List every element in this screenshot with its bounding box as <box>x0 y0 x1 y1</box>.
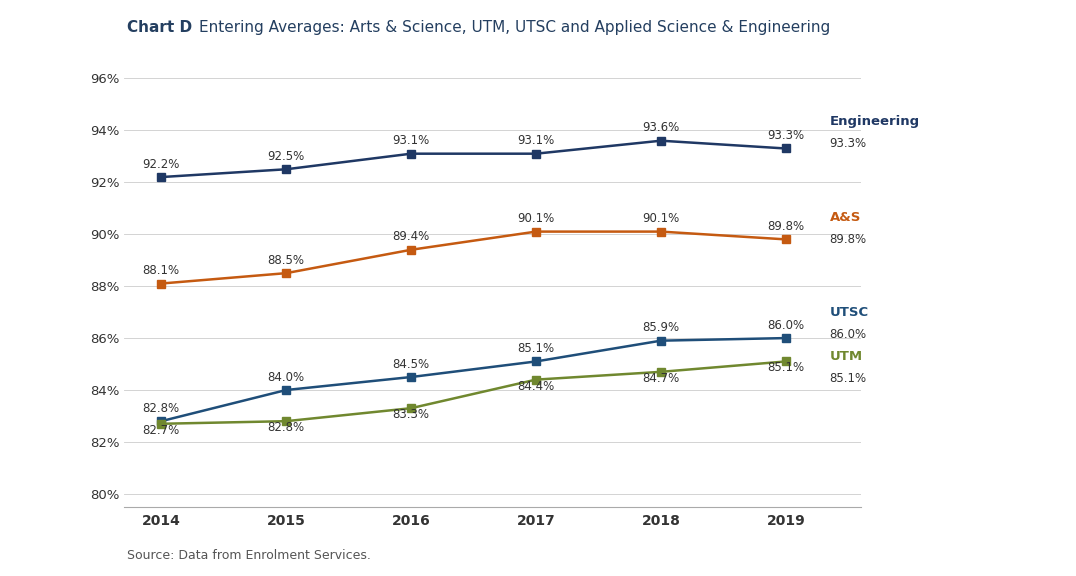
Text: UTM: UTM <box>830 350 863 363</box>
Text: 92.5%: 92.5% <box>268 150 305 163</box>
Text: 84.0%: 84.0% <box>268 370 305 384</box>
Text: 92.2%: 92.2% <box>142 158 180 170</box>
Text: 93.1%: 93.1% <box>518 134 554 147</box>
Text: Entering Averages: Arts & Science, UTM, UTSC and Applied Science & Engineering: Entering Averages: Arts & Science, UTM, … <box>199 20 831 35</box>
Text: 86.0%: 86.0% <box>767 319 805 332</box>
Text: 89.4%: 89.4% <box>393 230 429 243</box>
Text: 89.8%: 89.8% <box>767 220 805 233</box>
Text: 93.6%: 93.6% <box>642 121 680 134</box>
Text: 90.1%: 90.1% <box>642 212 680 225</box>
Text: 82.8%: 82.8% <box>143 401 180 415</box>
Text: Engineering: Engineering <box>830 115 920 128</box>
Text: 93.1%: 93.1% <box>393 134 429 147</box>
Text: 85.1%: 85.1% <box>518 342 554 355</box>
Text: 84.4%: 84.4% <box>518 380 554 393</box>
Text: 89.8%: 89.8% <box>830 233 866 246</box>
Text: 88.5%: 88.5% <box>268 253 305 267</box>
Text: 90.1%: 90.1% <box>518 212 554 225</box>
Text: 93.3%: 93.3% <box>767 129 805 142</box>
Text: 85.1%: 85.1% <box>830 372 866 385</box>
Text: 84.7%: 84.7% <box>642 372 680 385</box>
Text: UTSC: UTSC <box>830 306 868 319</box>
Text: 83.3%: 83.3% <box>393 408 429 421</box>
Text: 86.0%: 86.0% <box>830 328 866 340</box>
Text: 88.1%: 88.1% <box>143 264 180 277</box>
Text: Chart D: Chart D <box>127 20 193 35</box>
Text: 93.3%: 93.3% <box>830 137 866 150</box>
Text: 82.8%: 82.8% <box>268 421 305 434</box>
Text: Source: Data from Enrolment Services.: Source: Data from Enrolment Services. <box>127 548 371 562</box>
Text: 85.1%: 85.1% <box>767 361 805 374</box>
Text: 84.5%: 84.5% <box>393 358 429 370</box>
Text: 85.9%: 85.9% <box>642 321 679 334</box>
Text: 82.7%: 82.7% <box>143 424 180 437</box>
Text: A&S: A&S <box>830 211 861 224</box>
